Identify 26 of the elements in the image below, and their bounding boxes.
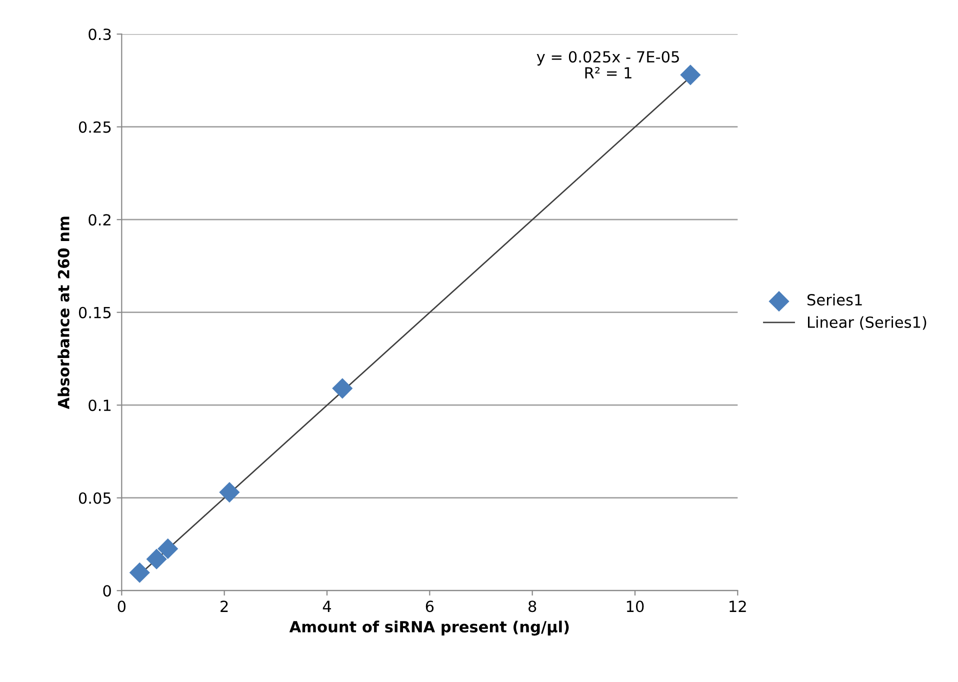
y-tick-label: 0.1 [88,400,111,412]
x-tick-label: 12 [730,600,746,612]
x-axis-title: Amount of siRNA present (ng/µl) [289,620,569,636]
y-tick-label: 0.2 [88,214,110,226]
y-tick-label: 0 [103,585,111,597]
y-axis-title: Absorbance at 260 nm [58,216,70,410]
y-tick-label: 0.3 [88,28,111,40]
point [219,482,240,503]
x-tick-label: 4 [322,600,331,612]
x-tick-label: 2 [220,600,228,612]
x-tick-label: 8 [528,600,536,612]
point [158,538,178,559]
legend-label: Series1 [808,294,862,306]
point [680,64,701,86]
legend-label: Linear (Series1) [808,316,926,330]
point [332,378,353,399]
y-tick-label: 0.05 [78,492,111,504]
annotation: y = 0.025x - 7E-05 [536,51,679,66]
x-tick-label: 0 [118,600,126,612]
y-tick-label: 0.15 [78,306,111,318]
x-tick-label: 6 [426,600,434,612]
y-tick-label: 0.25 [78,121,111,133]
point [146,548,167,570]
annotation: R² = 1 [585,67,632,78]
point [129,562,150,583]
x-tick-label: 10 [626,600,644,612]
